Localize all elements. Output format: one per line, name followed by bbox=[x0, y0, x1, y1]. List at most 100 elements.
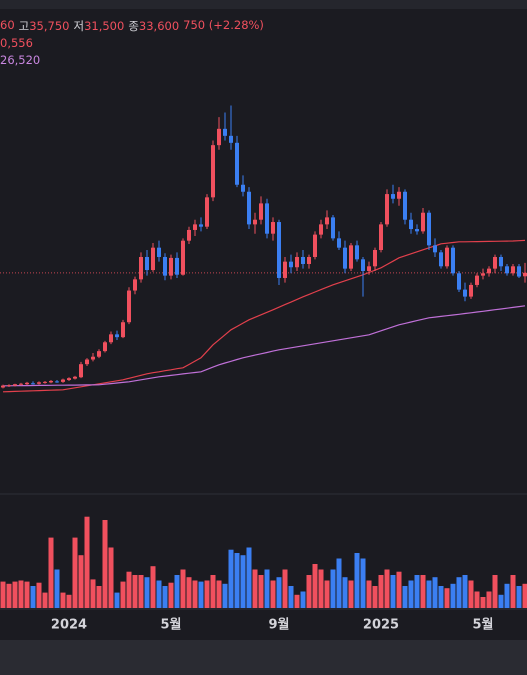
low-value: 31,500 bbox=[84, 19, 125, 33]
candle-body bbox=[277, 222, 281, 278]
candle-body bbox=[505, 266, 509, 274]
volume-bar bbox=[516, 586, 522, 608]
candle-body bbox=[121, 322, 125, 338]
candle-body bbox=[391, 194, 395, 199]
volume-bar bbox=[498, 594, 504, 608]
high-prefix: 고 bbox=[18, 19, 30, 33]
x-tick-label: 5월 bbox=[472, 617, 493, 633]
volume-bar bbox=[102, 520, 108, 608]
candle-body bbox=[25, 382, 29, 385]
volume-bar bbox=[48, 537, 54, 608]
volume-bar bbox=[444, 588, 450, 608]
volume-bar bbox=[300, 591, 306, 608]
candle-body bbox=[295, 256, 299, 268]
volume-bar bbox=[282, 569, 288, 608]
candle-body bbox=[49, 380, 53, 383]
volume-bar bbox=[96, 586, 102, 608]
candle-body bbox=[421, 212, 425, 232]
volume-bar bbox=[180, 569, 186, 608]
candle-body bbox=[103, 342, 107, 352]
volume-bar bbox=[414, 575, 420, 608]
candle-body bbox=[133, 279, 137, 291]
volume-bar bbox=[396, 571, 402, 608]
candle-body bbox=[289, 261, 293, 268]
candle-body bbox=[1, 385, 5, 388]
candle-body bbox=[499, 256, 503, 267]
x-tick-label: 2024 bbox=[51, 618, 87, 633]
volume-bar bbox=[510, 575, 516, 608]
volume-bar bbox=[294, 594, 300, 608]
volume-bar bbox=[468, 580, 474, 608]
candle-body bbox=[445, 247, 449, 267]
candle-body bbox=[415, 229, 419, 232]
volume-bar bbox=[378, 575, 384, 608]
x-tick-label: 2025 bbox=[363, 618, 399, 633]
high-value: 35,750 bbox=[29, 19, 70, 33]
x-tick-label: 5월 bbox=[160, 617, 181, 633]
candle-body bbox=[373, 250, 377, 267]
candle-body bbox=[523, 272, 527, 277]
candle-body bbox=[241, 184, 245, 192]
candle-body bbox=[313, 234, 317, 257]
candle-body bbox=[511, 266, 515, 274]
volume-bar bbox=[120, 581, 126, 608]
volume-bar bbox=[234, 553, 240, 608]
volume-bar bbox=[318, 569, 324, 608]
volume-bar bbox=[348, 580, 354, 608]
volume-bar bbox=[174, 575, 180, 608]
top-bar bbox=[0, 0, 527, 9]
candle-body bbox=[199, 224, 203, 227]
volume-bar bbox=[60, 592, 66, 608]
candle-body bbox=[247, 191, 251, 225]
volume-bar bbox=[222, 583, 228, 608]
volume-bar bbox=[66, 594, 72, 608]
candle-body bbox=[43, 381, 47, 383]
volume-bar bbox=[402, 586, 408, 608]
candle-body bbox=[169, 257, 173, 276]
candle-body bbox=[223, 128, 227, 136]
volume-bar bbox=[408, 580, 414, 608]
close-group: 종33,600 bbox=[128, 18, 179, 34]
volume-bar bbox=[342, 577, 348, 608]
volume-bar bbox=[132, 575, 138, 608]
volume-bar bbox=[108, 547, 114, 608]
volume-bar bbox=[324, 580, 330, 608]
candle-body bbox=[229, 135, 233, 143]
volume-bar bbox=[144, 577, 150, 608]
high-group: 고35,750 bbox=[19, 18, 70, 34]
volume-bar bbox=[192, 580, 198, 608]
volume-bar bbox=[138, 575, 144, 608]
volume-bar bbox=[24, 581, 30, 608]
volume-bar bbox=[246, 547, 252, 608]
volume-bar bbox=[330, 569, 336, 608]
volume-bar bbox=[12, 581, 18, 608]
candle-body bbox=[217, 128, 221, 146]
volume-bar bbox=[486, 591, 492, 608]
volume-bar bbox=[474, 591, 480, 608]
volume-bar bbox=[264, 569, 270, 608]
candle-body bbox=[211, 145, 215, 198]
volume-bar bbox=[186, 577, 192, 608]
volume-bar bbox=[504, 583, 510, 608]
volume-bar bbox=[432, 577, 438, 608]
candle-body bbox=[349, 245, 353, 269]
candle-body bbox=[19, 383, 23, 385]
candle-body bbox=[487, 268, 491, 274]
volume-bar bbox=[420, 575, 426, 608]
low-prefix: 저 bbox=[73, 19, 85, 33]
open-value: 60 bbox=[0, 18, 15, 32]
volume-bar bbox=[156, 580, 162, 608]
volume-bar bbox=[426, 580, 432, 608]
candle-body bbox=[91, 356, 95, 360]
ma-value: 0,556 bbox=[0, 36, 33, 50]
candle-body bbox=[67, 378, 71, 381]
candle-body bbox=[409, 219, 413, 230]
candle-body bbox=[79, 364, 83, 378]
x-tick-label: 9월 bbox=[268, 617, 289, 633]
candle-body bbox=[439, 252, 443, 267]
candle-body bbox=[97, 351, 101, 357]
candle-body bbox=[31, 383, 35, 385]
candle-body bbox=[475, 275, 479, 285]
candle-body bbox=[319, 224, 323, 235]
